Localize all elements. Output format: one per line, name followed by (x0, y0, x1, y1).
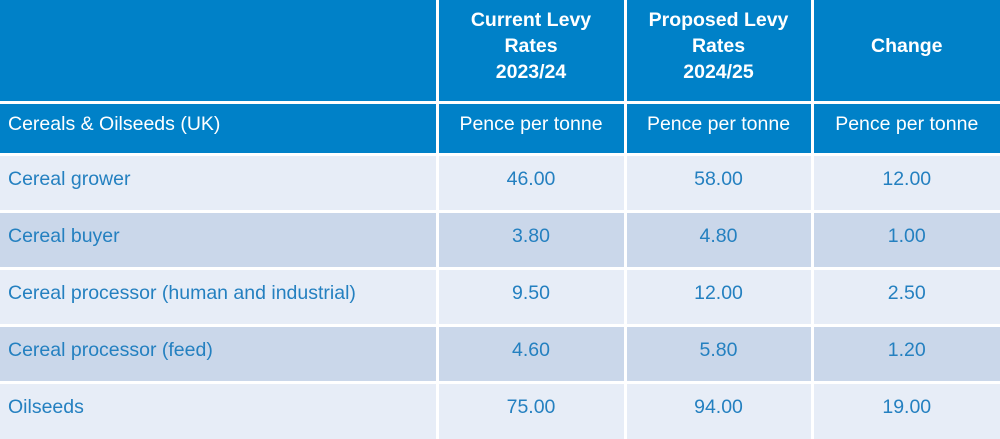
value-change: 1.00 (810, 209, 1000, 270)
table-row-cereal-processor-human: Cereal processor (human and industrial) … (0, 266, 1000, 327)
value-proposed: 4.80 (623, 209, 814, 270)
value-change: 19.00 (810, 380, 1000, 439)
corner-cell (0, 0, 439, 104)
value-proposed: 12.00 (623, 266, 814, 327)
value-current: 4.60 (435, 323, 627, 384)
value-current: 3.80 (435, 209, 627, 270)
row-label: Cereal grower (0, 152, 439, 213)
col-header-current-levy: Current Levy Rates 2023/24 (435, 0, 627, 104)
table-row-oilseeds: Oilseeds 75.00 94.00 19.00 (0, 380, 1000, 439)
value-current: 9.50 (435, 266, 627, 327)
table-header-row: Current Levy Rates 2023/24 Proposed Levy… (0, 0, 1000, 104)
value-proposed: 94.00 (623, 380, 814, 439)
row-label: Oilseeds (0, 380, 439, 439)
value-change: 2.50 (810, 266, 1000, 327)
row-label: Cereal processor (human and industrial) (0, 266, 439, 327)
col-header-proposed-levy: Proposed Levy Rates 2024/25 (623, 0, 814, 104)
value-proposed: 5.80 (623, 323, 814, 384)
col-header-change: Change (810, 0, 1000, 104)
table-row-cereal-processor-feed: Cereal processor (feed) 4.60 5.80 1.20 (0, 323, 1000, 384)
table-row-cereal-grower: Cereal grower 46.00 58.00 12.00 (0, 152, 1000, 213)
unit-label-proposed: Pence per tonne (623, 100, 814, 156)
table-row-cereal-buyer: Cereal buyer 3.80 4.80 1.00 (0, 209, 1000, 270)
value-proposed: 58.00 (623, 152, 814, 213)
section-label: Cereals & Oilseeds (UK) (0, 100, 439, 156)
value-change: 12.00 (810, 152, 1000, 213)
value-change: 1.20 (810, 323, 1000, 384)
row-label: Cereal buyer (0, 209, 439, 270)
row-label: Cereal processor (feed) (0, 323, 439, 384)
value-current: 75.00 (435, 380, 627, 439)
unit-label-current: Pence per tonne (435, 100, 627, 156)
value-current: 46.00 (435, 152, 627, 213)
table-subheader-row: Cereals & Oilseeds (UK) Pence per tonne … (0, 100, 1000, 156)
unit-label-change: Pence per tonne (810, 100, 1000, 156)
